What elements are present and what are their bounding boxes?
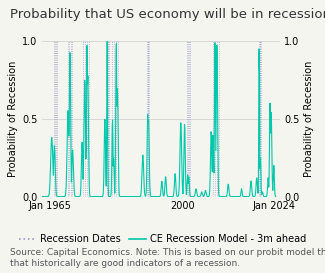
Legend: Recession Dates, CE Recession Model - 3m ahead: Recession Dates, CE Recession Model - 3m… xyxy=(15,230,310,248)
Y-axis label: Probability of Recession: Probability of Recession xyxy=(304,61,314,177)
Text: Source: Capital Economics. Note: This is based on our probit model that uses var: Source: Capital Economics. Note: This is… xyxy=(10,248,325,268)
Text: Probability that US economy will be in recession in 3 months: Probability that US economy will be in r… xyxy=(10,8,325,21)
Y-axis label: Probability of Recession: Probability of Recession xyxy=(8,61,18,177)
